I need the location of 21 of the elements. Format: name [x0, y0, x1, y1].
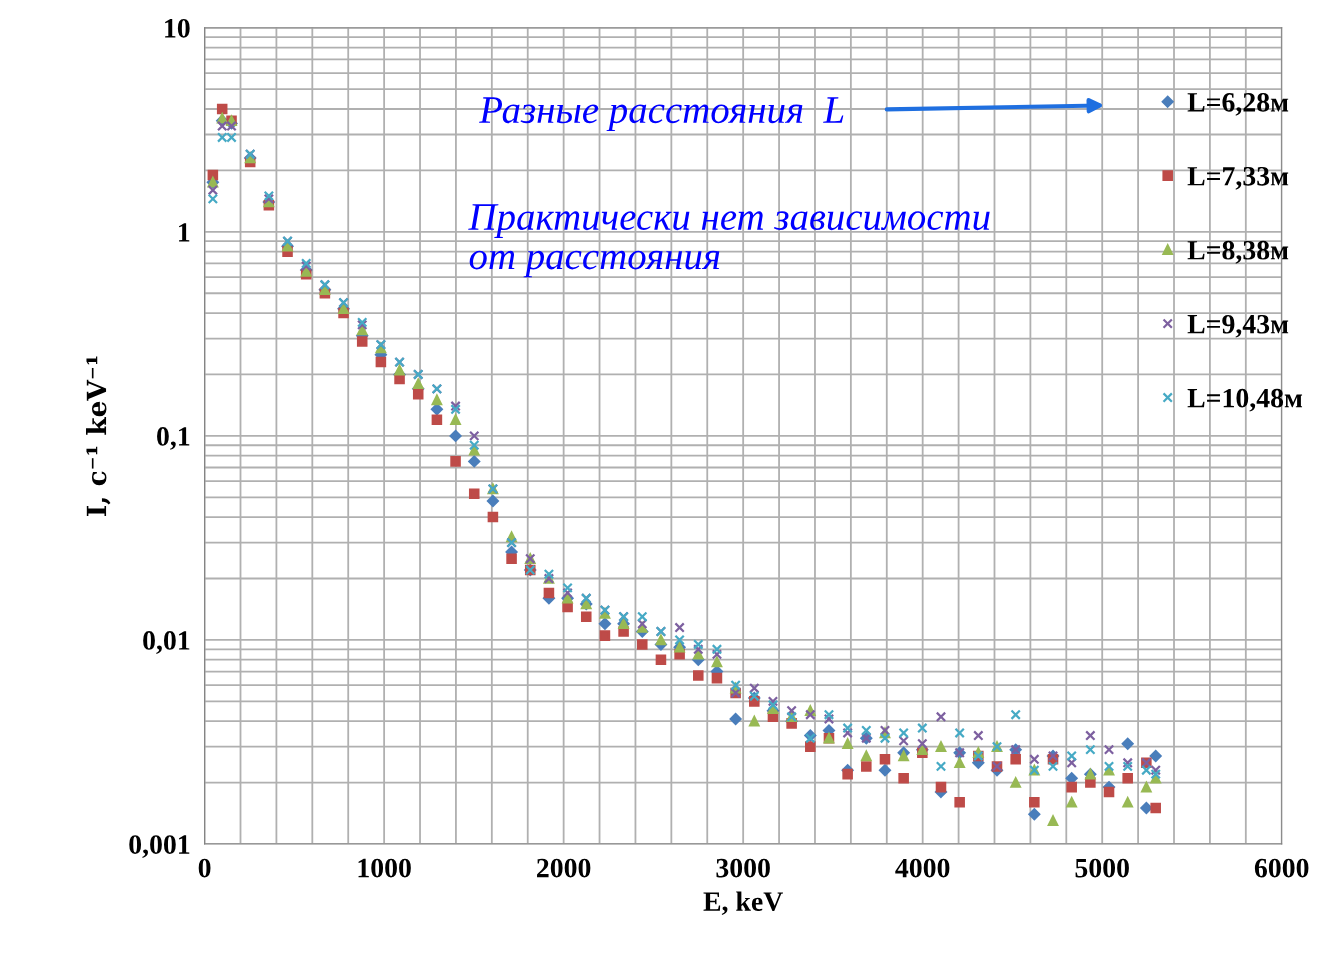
- x-tick-label: 3000: [716, 858, 770, 878]
- x-tick-label: 5000: [1075, 858, 1129, 878]
- y-tick-label: 1: [179, 223, 190, 242]
- legend-label: L=9,43м: [1187, 314, 1289, 338]
- legend-label: L=7,33м: [1187, 166, 1289, 190]
- x-tick-label: 1000: [358, 858, 411, 878]
- legend-label: L=8,38м: [1187, 240, 1289, 264]
- legend-label: L=10,48м: [1187, 388, 1303, 412]
- x-tick-label: 4000: [895, 858, 950, 878]
- y-tick-label: 0,001: [129, 835, 190, 858]
- y-tick-label: 0,01: [143, 631, 190, 654]
- y-tick-label: 0,1: [157, 427, 190, 450]
- x-tick-label: 0: [198, 858, 211, 878]
- y-tick-label: 10: [165, 18, 190, 38]
- x-axis-title: E, keV: [703, 891, 783, 915]
- annotation: Практически нет зависимости от расстояния: [468, 204, 990, 278]
- x-tick-label: 6000: [1254, 858, 1309, 878]
- legend-label: L=6,28м: [1187, 92, 1289, 116]
- annotation: Разные расстояния L: [479, 97, 844, 132]
- y-axis-title: I, с⁻¹ keV⁻¹: [86, 356, 111, 516]
- x-tick-label: 2000: [537, 858, 591, 878]
